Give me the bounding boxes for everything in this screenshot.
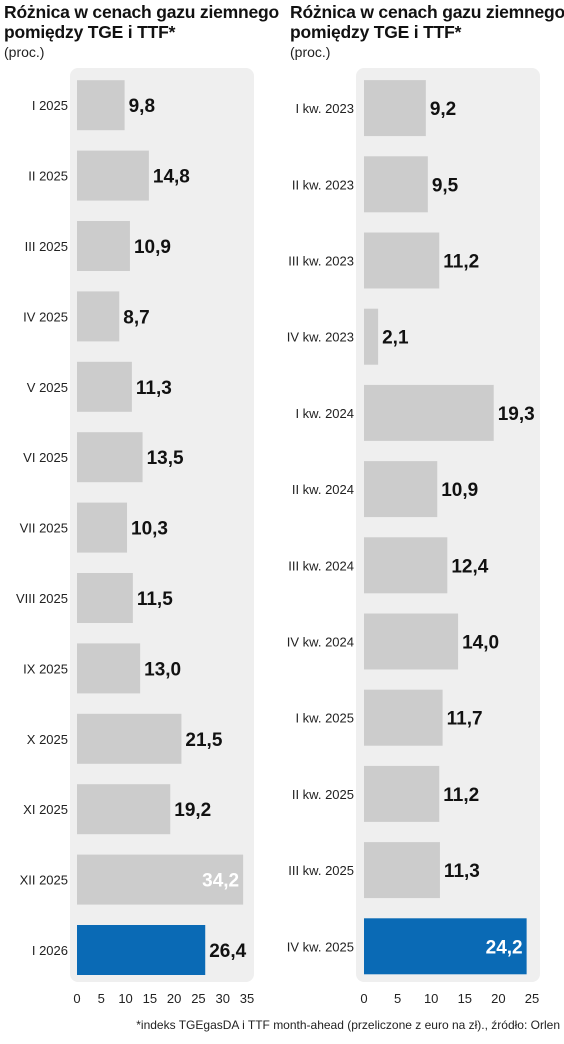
data-label: 10,9	[441, 480, 478, 501]
data-label: 9,5	[432, 175, 459, 196]
chart-monthly: I 2025 9,8 II 2025 14,8 III 2025 10,9 IV 2025 8…	[16, 68, 254, 1006]
bar	[77, 784, 171, 835]
x-tick-label: 30	[215, 991, 229, 1006]
bar	[77, 150, 149, 201]
category-label: IV kw. 2025	[287, 939, 354, 954]
x-tick-label: 25	[525, 991, 539, 1006]
category-label: V 2025	[27, 380, 68, 395]
data-label: 13,5	[147, 448, 184, 469]
category-label: VII 2025	[20, 521, 68, 536]
bar	[364, 80, 426, 137]
data-label: 11,3	[136, 378, 172, 399]
data-label: 14,8	[153, 167, 190, 188]
category-label: III kw. 2024	[288, 558, 354, 573]
bar	[77, 573, 133, 623]
data-label: 14,0	[462, 633, 499, 654]
category-label: IV kw. 2023	[287, 330, 354, 345]
data-label: 11,2	[443, 252, 479, 273]
chart-title: Różnica w cenach gazu ziemnego pomiędzy …	[4, 2, 280, 42]
category-label: XII 2025	[20, 873, 68, 888]
data-label: 21,5	[185, 730, 222, 751]
category-label: IX 2025	[23, 661, 68, 676]
category-label: IV 2025	[23, 309, 68, 324]
data-label: 2,1	[382, 328, 409, 349]
data-label: 26,4	[209, 941, 246, 962]
category-label: XI 2025	[23, 802, 68, 817]
bar	[364, 765, 440, 822]
x-tick-label: 25	[191, 991, 205, 1006]
chart-panel-quarterly: Różnica w cenach gazu ziemnego pomiędzy …	[287, 0, 564, 1020]
data-label: 10,9	[134, 237, 171, 258]
x-tick-label: 20	[491, 991, 505, 1006]
data-label: 19,2	[174, 800, 211, 821]
data-label: 11,5	[137, 589, 173, 610]
data-label: 11,3	[444, 861, 480, 882]
data-label: 12,4	[451, 556, 488, 577]
bar	[77, 361, 132, 412]
bar	[77, 502, 128, 553]
category-label: III kw. 2023	[288, 254, 354, 269]
category-label: III 2025	[25, 239, 68, 254]
data-label: 8,7	[123, 307, 149, 328]
bar	[77, 291, 120, 342]
bar	[77, 713, 182, 764]
data-label: 9,2	[430, 99, 456, 120]
data-label: 11,7	[447, 709, 483, 730]
data-label: 10,3	[131, 519, 168, 540]
category-label: II kw. 2025	[292, 787, 354, 802]
bar-highlight	[364, 918, 527, 975]
category-label: III kw. 2025	[288, 863, 354, 878]
category-label: II kw. 2024	[292, 482, 354, 497]
category-label: IV kw. 2024	[287, 635, 354, 650]
category-label: II 2025	[28, 169, 68, 184]
x-tick-label: 20	[167, 991, 181, 1006]
x-tick-label: 15	[458, 991, 472, 1006]
x-tick-label: 5	[394, 991, 401, 1006]
bar	[77, 432, 143, 483]
bar	[77, 643, 141, 694]
plot-background	[356, 68, 540, 982]
category-label: I kw. 2024	[295, 406, 354, 421]
data-label: 13,0	[144, 659, 181, 680]
x-tick-label: 15	[143, 991, 157, 1006]
category-label: X 2025	[27, 732, 68, 747]
data-label: 11,2	[443, 785, 479, 806]
category-label: VI 2025	[23, 450, 68, 465]
footnote: *indeks TGEgasDA i TTF month-ahead (prze…	[136, 1018, 560, 1032]
category-label: I 2026	[32, 943, 68, 958]
bar-highlight	[77, 925, 206, 975]
category-label: I kw. 2023	[295, 101, 354, 116]
data-label: 9,8	[129, 96, 155, 117]
category-label: II kw. 2023	[292, 177, 354, 192]
bar	[364, 308, 379, 365]
x-tick-label: 10	[118, 991, 132, 1006]
bar	[77, 854, 244, 905]
x-tick-label: 10	[424, 991, 438, 1006]
bar	[364, 156, 428, 213]
chart-unit: (proc.)	[4, 44, 45, 60]
chart-quarterly: I kw. 2023 9,2 II kw. 2023 9,5 III kw. 2023 1…	[287, 68, 540, 1006]
data-label: 19,3	[498, 404, 535, 425]
bar	[364, 461, 438, 518]
bar	[364, 232, 440, 289]
x-tick-label: 5	[98, 991, 105, 1006]
category-label: VIII 2025	[16, 591, 68, 606]
category-label: I kw. 2025	[295, 711, 354, 726]
bar	[364, 689, 443, 746]
bar	[364, 613, 459, 670]
chart-title: Różnica w cenach gazu ziemnego pomiędzy …	[290, 2, 564, 42]
bar	[364, 537, 448, 594]
chart-panel-monthly: Różnica w cenach gazu ziemnego pomiędzy …	[0, 0, 282, 1020]
bar	[77, 221, 130, 271]
bar	[77, 80, 125, 131]
x-tick-label: 0	[73, 991, 80, 1006]
bar	[364, 842, 440, 899]
chart-unit: (proc.)	[290, 44, 331, 60]
bar	[364, 384, 494, 441]
data-label: 24,2	[486, 937, 523, 958]
x-tick-label: 35	[240, 991, 254, 1006]
data-label: 34,2	[202, 871, 239, 892]
category-label: I 2025	[32, 98, 68, 113]
x-tick-label: 0	[360, 991, 367, 1006]
